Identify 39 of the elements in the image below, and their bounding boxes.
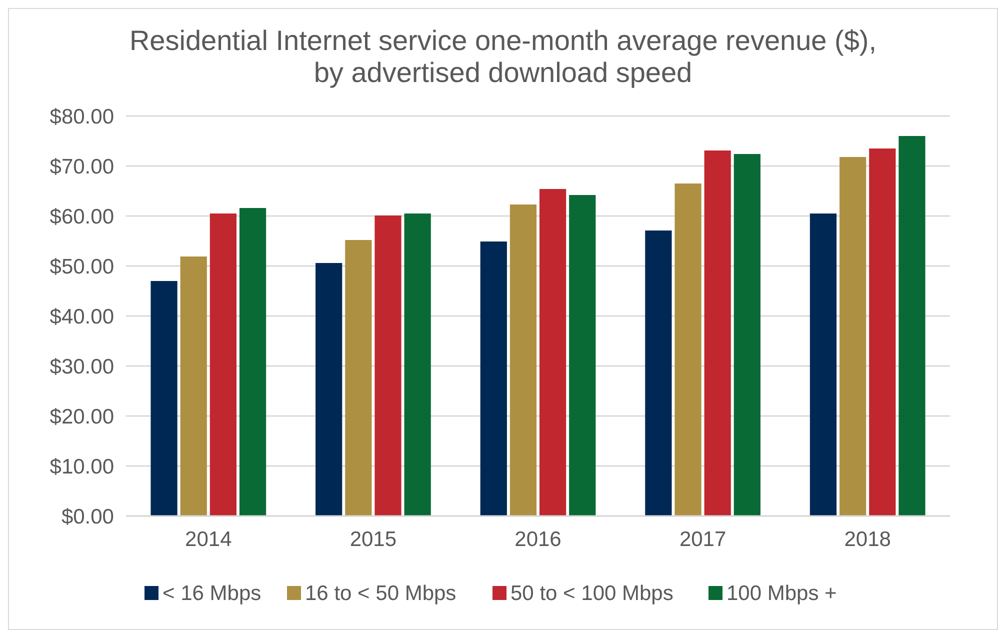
bar bbox=[539, 189, 566, 516]
bar bbox=[674, 184, 702, 516]
x-tick-label: 2014 bbox=[185, 528, 232, 551]
chart-title: Residential Internet service one-month average revenue ($), by advertised download speed bbox=[129, 25, 877, 88]
y-tick-label: $70.00 bbox=[50, 155, 114, 178]
y-tick-label: $10.00 bbox=[50, 455, 114, 478]
bar bbox=[404, 214, 431, 516]
bar bbox=[210, 214, 236, 516]
bar bbox=[480, 242, 507, 516]
bar bbox=[869, 148, 896, 516]
bar bbox=[569, 195, 596, 516]
y-tick-label: $20.00 bbox=[50, 405, 114, 428]
x-tick-label: 2016 bbox=[514, 528, 562, 551]
bar bbox=[239, 208, 266, 516]
x-tick-label: 2018 bbox=[844, 528, 891, 551]
y-tick-label: $0.00 bbox=[61, 505, 114, 528]
bar bbox=[180, 256, 207, 516]
bar bbox=[150, 281, 178, 516]
y-tick-label: $80.00 bbox=[50, 105, 114, 128]
bar bbox=[704, 150, 731, 516]
bar bbox=[840, 157, 866, 516]
legend-label: 100 Mbps + bbox=[726, 582, 837, 605]
y-tick-label: $30.00 bbox=[50, 355, 114, 378]
bar bbox=[345, 240, 372, 516]
bar bbox=[510, 204, 537, 516]
x-tick-label: 2017 bbox=[679, 528, 726, 551]
x-tick-label: 2015 bbox=[350, 528, 397, 551]
y-tick-label: $60.00 bbox=[50, 205, 114, 228]
bar bbox=[734, 154, 760, 516]
legend-label: 16 to < 50 Mbps bbox=[305, 582, 456, 605]
bar bbox=[374, 216, 402, 516]
bar bbox=[898, 136, 926, 516]
bar bbox=[810, 214, 837, 516]
bar bbox=[316, 263, 342, 516]
bar bbox=[645, 230, 672, 516]
y-tick-label: $50.00 bbox=[50, 255, 114, 278]
legend-label: 50 to < 100 Mbps bbox=[510, 582, 674, 605]
y-tick-label: $40.00 bbox=[50, 305, 114, 328]
legend-label: < 16 Mbps bbox=[162, 582, 262, 605]
